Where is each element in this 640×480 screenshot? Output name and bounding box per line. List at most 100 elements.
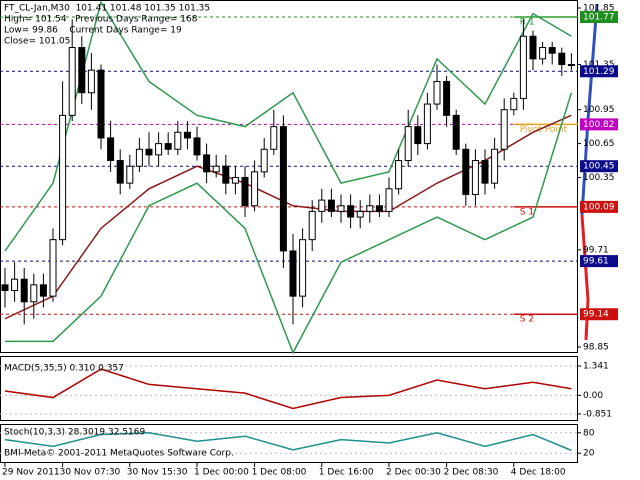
- candle-body: [539, 47, 547, 60]
- chart-info: Close= 101.05: [4, 37, 70, 47]
- candle-body: [78, 47, 86, 94]
- candle-body: [452, 114, 460, 150]
- candle-body: [375, 205, 383, 212]
- candle-body: [567, 64, 575, 66]
- chart-info: Low= 99.86 Current Days Range= 19: [4, 26, 182, 36]
- candle-body: [327, 199, 335, 212]
- indicator-line: [5, 92, 573, 355]
- candle-body: [414, 126, 422, 145]
- candle-body: [462, 148, 470, 195]
- indicator-line: [4, 0, 572, 252]
- price-box: [580, 200, 618, 213]
- x-tick-label: 1 Dec 08:00: [252, 468, 307, 478]
- macd-line: [4, 368, 572, 410]
- candle-body: [404, 126, 412, 162]
- y-tick-label: 99.71: [583, 245, 609, 255]
- candle-body: [241, 177, 249, 207]
- price-box-label: 99.61: [583, 257, 609, 267]
- candle-body: [491, 148, 499, 184]
- pivot-label: Pivot Point: [520, 125, 568, 135]
- candle-body: [481, 160, 489, 184]
- x-tick-label: 2 Dec 08:30: [444, 468, 499, 478]
- candle-body: [126, 165, 134, 184]
- price-box-label: 100.09: [583, 202, 615, 212]
- price-box-label: 99.14: [583, 310, 609, 320]
- stoch-panel: [0, 424, 578, 463]
- pivot-label: R 1: [520, 18, 535, 28]
- y-tick-label: 101.35: [583, 60, 615, 70]
- candle-body: [203, 154, 211, 173]
- candle-body: [558, 52, 566, 66]
- price-box-label: 100.45: [583, 162, 615, 172]
- candle-body: [164, 143, 172, 150]
- arrow-decoration: [580, 214, 590, 341]
- chart-info: FT_CL-Jan,M30 101.41 101.48 101.35 101.3…: [4, 4, 210, 14]
- stoch-title: Stoch(10,3,3) 28.3019 32.5169: [4, 428, 145, 438]
- price-box: [580, 11, 618, 24]
- x-tick-label: 30 Nov 15:30: [127, 468, 188, 478]
- candle-body: [279, 126, 287, 252]
- candle-body: [423, 103, 431, 145]
- price-panel: [0, 0, 578, 353]
- candle-body: [270, 126, 278, 150]
- candle-body: [366, 205, 374, 212]
- candle-body: [59, 114, 67, 241]
- candle-body: [337, 205, 345, 212]
- candle-body: [318, 199, 326, 212]
- x-tick-label: 29 Nov 2011: [2, 468, 60, 478]
- candle-body: [1, 284, 9, 292]
- candle-body: [107, 137, 115, 162]
- candle-body: [510, 97, 518, 111]
- candle-body: [433, 80, 441, 105]
- price-box: [580, 118, 618, 131]
- candle-body: [145, 148, 153, 156]
- candle-body: [443, 80, 451, 116]
- x-tick-label: 1 Dec 16:00: [319, 468, 374, 478]
- candle-body: [289, 250, 297, 297]
- candle-body: [299, 239, 307, 297]
- price-box: [580, 160, 618, 173]
- pivot-label: S 2: [520, 315, 534, 325]
- copyright: BMI-Meta© 2001-2011 MetaQuotes Software …: [4, 449, 234, 459]
- candle-body: [68, 47, 76, 116]
- price-box: [580, 255, 618, 268]
- candle-body: [97, 69, 105, 139]
- candle-body: [212, 165, 220, 173]
- y-tick-label: 100.95: [583, 105, 615, 115]
- y-tick-label: 1.341: [583, 362, 609, 372]
- y-tick-label: 80: [583, 428, 595, 438]
- candle-body: [11, 278, 19, 292]
- candle-body: [519, 35, 527, 99]
- price-box: [580, 65, 618, 78]
- candle-body: [30, 284, 38, 303]
- y-tick-label: 100.35: [583, 173, 615, 183]
- price-box: [580, 308, 618, 321]
- candle-body: [471, 160, 479, 195]
- candle-body: [251, 171, 259, 207]
- candle-body: [135, 148, 143, 167]
- candle-body: [49, 239, 57, 297]
- candle-body: [529, 35, 537, 60]
- candle-body: [231, 177, 239, 184]
- candle-body: [395, 160, 403, 190]
- stoch-line: [4, 432, 572, 452]
- y-tick-label: -0.851: [583, 410, 612, 420]
- price-box-label: 101.77: [583, 13, 615, 23]
- candle-body: [260, 148, 268, 173]
- price-box-label: 100.82: [583, 120, 615, 130]
- y-tick-label: 0.00: [583, 391, 603, 401]
- candle-body: [222, 165, 230, 184]
- x-tick-label: 2 Dec 00:30: [386, 468, 441, 478]
- candle-body: [155, 143, 163, 156]
- candle-body: [183, 131, 191, 139]
- candle-body: [356, 210, 364, 218]
- candle-body: [20, 278, 28, 303]
- pivot-label: S 1: [520, 207, 534, 217]
- candle-body: [116, 160, 124, 184]
- candle-body: [548, 47, 556, 54]
- y-tick-label: 100.65: [583, 139, 615, 149]
- price-box-label: 101.29: [583, 67, 615, 77]
- candle-body: [308, 210, 316, 241]
- y-tick-label: 101.85: [583, 4, 615, 14]
